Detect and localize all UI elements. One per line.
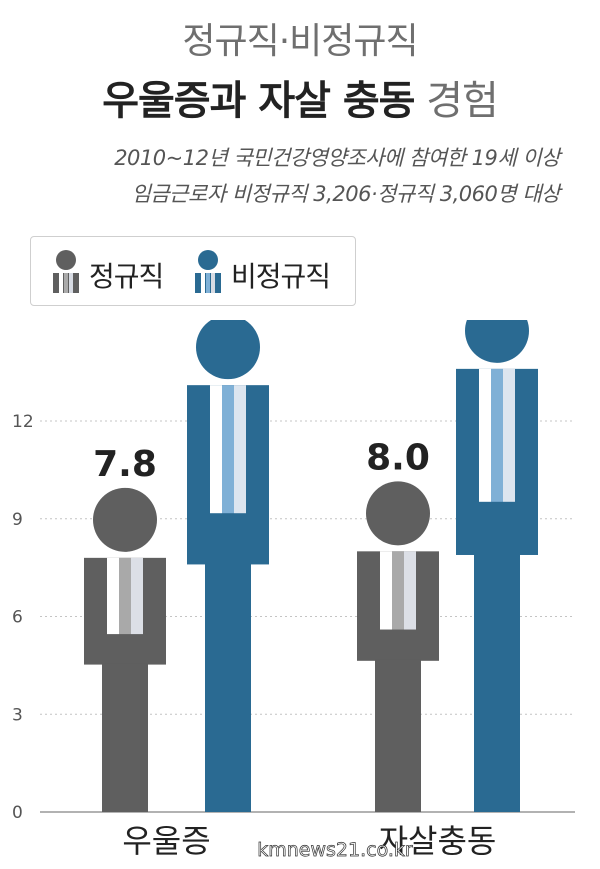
x-category-label: 자살충동 [379,822,497,860]
shirt-stripe [479,368,491,502]
legend: 정규직 비정규직 [30,236,356,306]
shirt-stripe [404,551,416,630]
shirt-stripe [222,385,234,514]
watermark: kmnews21.co.kr [257,839,413,861]
y-tick-label: 0 [12,803,23,823]
bar-chart: 0369127.813.1%우울증8.013.6자살충동kmnews21.co.… [12,320,575,861]
chart-title-light: 경험 [426,78,499,124]
bar-legs-regular [102,663,148,812]
y-tick-label: 3 [12,705,23,725]
bar-head-irregular [465,320,529,363]
legend-label-irregular: 비정규직 [231,260,331,293]
shirt-stripe [131,557,143,635]
y-tick-label: 6 [12,608,23,628]
shirt-stripe [107,557,119,635]
chart-title-line1: 정규직·비정규직 [182,21,418,62]
chart-title-bold: 우울증과 자살 충동 [102,78,415,124]
bar-head-irregular [196,320,260,380]
x-category-label: 우울증 [122,822,210,860]
bar-legs-irregular [205,563,251,812]
bar-legs-irregular [474,553,520,812]
y-tick-label: 12 [12,412,34,432]
value-label-regular: 7.8 [93,444,157,485]
shirt-stripe [392,551,404,630]
bar-legs-regular [375,659,421,812]
bar-head-regular [93,487,157,552]
value-label-regular: 8.0 [366,437,430,478]
shirt-stripe [119,557,131,635]
shirt-stripe [210,385,222,514]
chart-title-line2: 우울증과 자살 충동 경험 [0,68,600,126]
chart-subtitle: 2010~12년 국민건강영양조사에 참여한 19세 이상 임금근로자 비정규직… [114,140,560,212]
shirt-stripe [380,551,392,630]
shirt-stripe [234,385,246,514]
subtitle-line1: 2010~12년 국민건강영양조사에 참여한 19세 이상 [114,146,560,170]
shirt-stripe [503,368,515,502]
subtitle-line2: 임금근로자 비정규직 3,206·정규직 3,060명 대상 [131,182,561,206]
bar-head-regular [366,481,430,546]
shirt-stripe [491,368,503,502]
regular-worker-icon [53,250,79,293]
y-tick-label: 9 [12,510,23,530]
irregular-worker-icon [195,250,221,293]
legend-label-regular: 정규직 [89,260,164,293]
